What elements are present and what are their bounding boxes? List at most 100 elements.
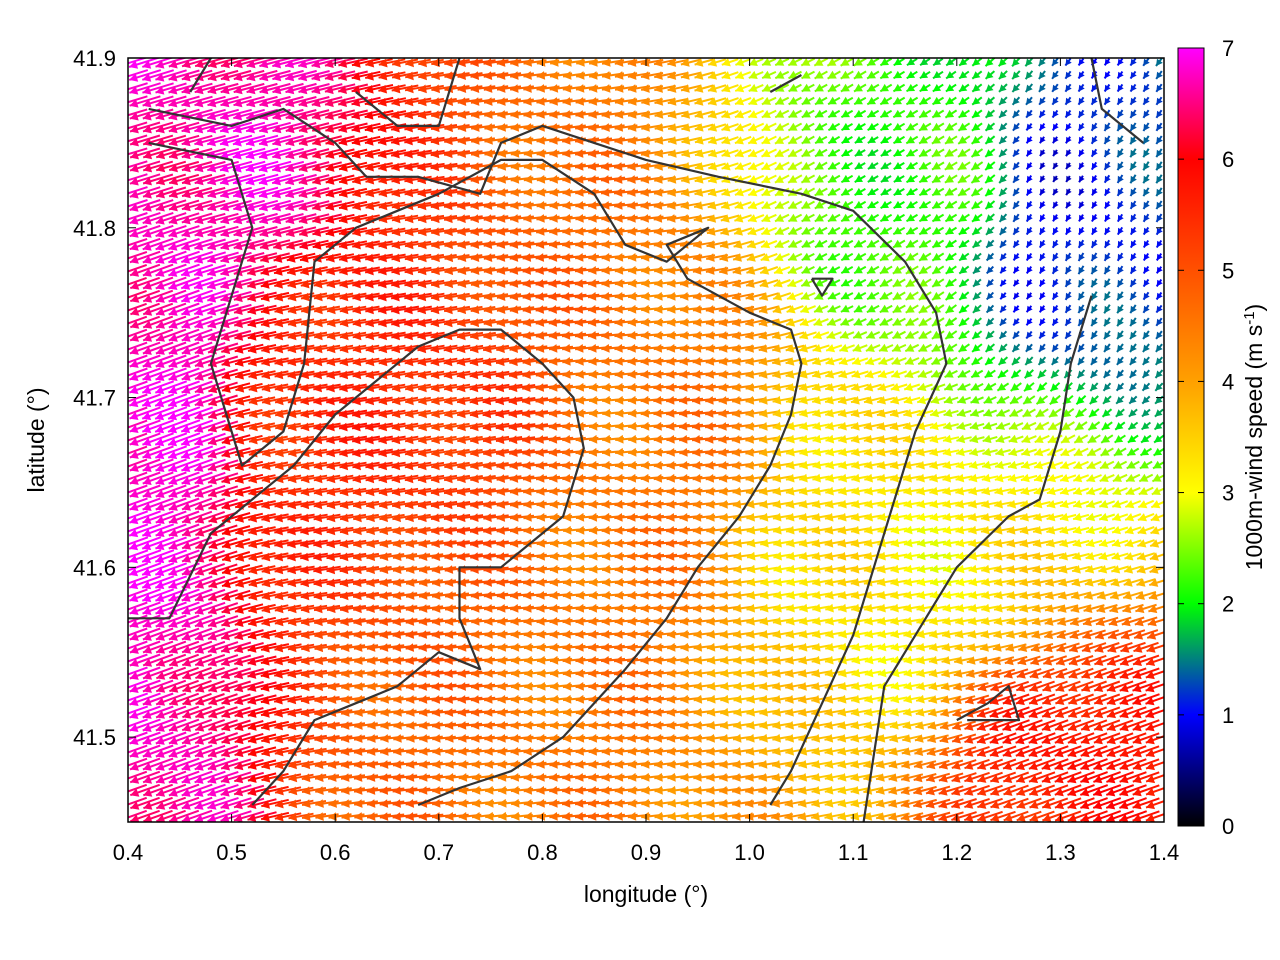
wind-arrow: [1024, 70, 1034, 80]
wind-arrow: [944, 148, 958, 158]
wind-arrow: [1116, 58, 1124, 66]
wind-arrow: [654, 123, 676, 132]
wind-arrow: [351, 122, 381, 133]
wind-arrow: [431, 71, 457, 81]
wind-arrow: [1103, 122, 1111, 132]
wind-arrow: [918, 122, 932, 132]
wind-arrow: [854, 122, 866, 131]
wind-arrow: [841, 148, 853, 157]
wind-arrow: [272, 108, 304, 121]
wind-arrow: [351, 83, 381, 94]
wind-arrow: [814, 148, 828, 158]
wind-arrow: [734, 148, 752, 158]
wind-arrow: [984, 148, 996, 158]
wind-arrow: [430, 149, 458, 159]
wind-arrow: [1077, 96, 1085, 106]
wind-arrow: [206, 134, 240, 147]
wind-arrow: [680, 71, 702, 80]
wind-arrow: [220, 95, 252, 108]
wind-arrow: [1065, 149, 1072, 157]
colorbar-tick-label: 7: [1222, 36, 1234, 61]
wind-arrow: [129, 147, 161, 160]
wind-arrow: [827, 70, 841, 80]
wind-arrow: [919, 58, 931, 67]
wind-arrow: [931, 135, 945, 145]
wind-arrow: [1025, 122, 1033, 132]
wind-arrow: [919, 70, 931, 80]
wind-arrow: [854, 136, 866, 144]
wind-arrow: [181, 95, 213, 108]
wind-arrow: [801, 70, 815, 80]
wind-arrow: [1142, 122, 1150, 132]
wind-arrow: [998, 122, 1008, 132]
wind-arrow: [801, 135, 815, 145]
wind-arrow: [667, 110, 689, 119]
wind-arrow: [971, 70, 983, 80]
wind-arrow: [721, 84, 739, 93]
wind-arrow: [1078, 149, 1085, 157]
wind-arrow: [390, 149, 420, 159]
wind-arrow: [721, 149, 739, 158]
wind-arrow: [1116, 135, 1124, 145]
wind-arrow: [1090, 109, 1098, 119]
wind-arrow: [919, 83, 931, 93]
wind-arrow: [285, 82, 317, 95]
wind-arrow: [128, 108, 148, 117]
wind-arrow: [272, 58, 304, 69]
wind-arrow: [867, 122, 879, 131]
wind-arrow: [377, 97, 407, 107]
wind-arrow: [1077, 70, 1085, 80]
wind-arrow: [337, 83, 369, 94]
wind-arrow: [707, 97, 727, 106]
wind-arrow: [1051, 70, 1059, 80]
wind-arrow: [444, 71, 470, 81]
wind-arrow: [378, 71, 406, 81]
wind-arrow: [418, 71, 444, 81]
y-tick-label: 41.9: [73, 46, 116, 71]
wind-arrow: [1103, 58, 1111, 66]
wind-arrow: [694, 123, 714, 132]
wind-arrow: [971, 96, 983, 106]
wind-arrow: [998, 58, 1008, 67]
wind-arrow: [827, 109, 841, 119]
wind-arrow: [1155, 58, 1163, 67]
wind-arrow: [841, 122, 853, 131]
wind-arrow: [1038, 123, 1046, 131]
wind-arrow: [364, 71, 394, 81]
wind-arrow: [747, 122, 765, 132]
wind-arrow: [879, 58, 893, 67]
wind-arrow: [233, 95, 265, 108]
wind-arrow: [220, 82, 252, 95]
wind-arrow: [129, 82, 161, 95]
wind-arrow: [155, 82, 187, 95]
wind-arrow: [457, 58, 483, 68]
wind-arrow: [1103, 135, 1111, 145]
wind-arrow: [761, 122, 777, 132]
wind-arrow: [1012, 135, 1020, 145]
wind-arrow: [892, 135, 906, 145]
wind-arrow: [998, 96, 1008, 106]
wind-arrow: [1155, 122, 1163, 132]
wind-arrow: [814, 83, 828, 93]
wind-arrow: [1064, 122, 1072, 132]
wind-arrow: [377, 136, 407, 146]
wind-arrow: [748, 83, 764, 93]
wind-arrow: [129, 95, 161, 108]
wind-arrow: [944, 135, 958, 145]
wind-arrow: [945, 58, 957, 67]
x-tick-label: 0.7: [424, 840, 455, 865]
wind-arrow: [391, 110, 419, 120]
wind-arrow: [905, 83, 919, 93]
wind-arrow: [1142, 148, 1150, 158]
wind-arrow: [430, 136, 458, 146]
wind-arrow: [747, 135, 765, 145]
wind-arrow: [971, 58, 983, 67]
colorbar-tick-label: 6: [1222, 147, 1234, 172]
wind-arrow: [971, 109, 983, 119]
wind-arrow: [1025, 149, 1033, 157]
wind-arrow: [338, 109, 368, 120]
wind-arrow: [1052, 149, 1059, 157]
wind-arrow: [470, 58, 496, 67]
wind-arrow: [129, 160, 161, 173]
wind-arrow: [1090, 83, 1098, 93]
